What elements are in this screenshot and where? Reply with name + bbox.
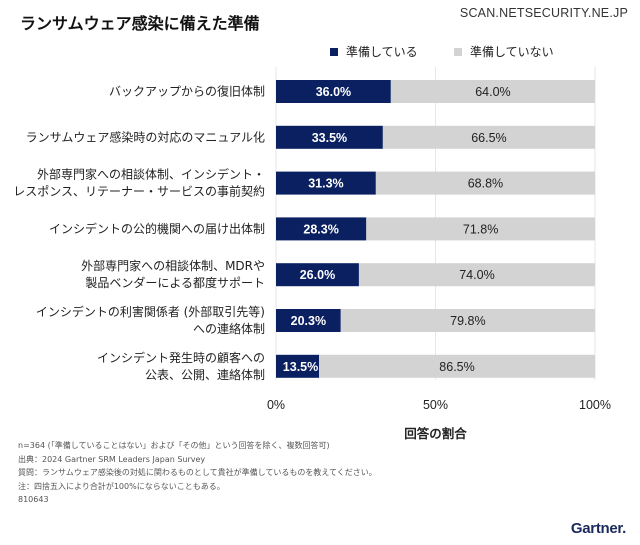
legend-label-prepared: 準備している	[346, 45, 418, 59]
category-label: インシデント発生時の顧客への	[97, 350, 265, 365]
x-tick-label: 0%	[267, 398, 285, 412]
legend-swatch-not-prepared	[454, 47, 462, 56]
legend-label-not-prepared: 準備していない	[470, 45, 554, 59]
footnote-rounding: 注：四捨五入により合計が100%にならないこともある。	[18, 481, 225, 491]
category-label: インシデントの公的機関への届け出体制	[49, 221, 265, 236]
data-label-prepared: 33.5%	[312, 131, 347, 145]
bar-not-prepared	[375, 171, 595, 195]
bar-prepared	[276, 263, 359, 287]
gartner-logo: Gartner.	[570, 520, 626, 537]
bar-prepared	[276, 80, 391, 103]
bar-chart: 0% 50% 100% 回答の割合 36.0% 64.0% バックアップからの復旧体制 33.…	[13, 67, 611, 441]
data-label-prepared: 28.3%	[303, 222, 338, 236]
bar-prepared	[276, 171, 376, 195]
category-label: への連絡体制	[193, 321, 265, 336]
footnote-source: 出典：2024 Gartner SRM Leaders Japan Survey	[18, 454, 206, 464]
source-site-label: SCAN.NETSECURITY.NE.JP	[459, 6, 628, 20]
category-label: レスポンス、リテーナー・サービスの事前契約	[13, 184, 265, 199]
category-label: 公表、公開、連絡体制	[145, 367, 265, 382]
bar-not-prepared	[382, 125, 595, 149]
data-label-not-prepared: 86.5%	[439, 360, 474, 374]
bar-not-prepared	[319, 354, 595, 378]
footnote-question: 質問：ランサムウェア感染後の対処に関わるものとして貴社が準備しているものを教えて…	[18, 468, 377, 477]
data-label-prepared: 20.3%	[291, 314, 326, 328]
data-label-prepared: 13.5%	[283, 360, 318, 374]
footnotes: n=364 (「準備していることはない」および「その他」という回答を除く、複数回…	[18, 439, 377, 507]
category-label: 外部専門家への相談体制、インシデント・	[37, 167, 265, 182]
bar-prepared	[276, 217, 367, 241]
bar-not-prepared	[340, 309, 595, 332]
data-label-prepared: 36.0%	[316, 85, 351, 99]
x-tick-label: 100%	[579, 398, 611, 412]
category-label: ランサムウェア感染時の対応のマニュアル化	[26, 129, 265, 144]
data-label-prepared: 26.0%	[300, 268, 335, 282]
data-label-not-prepared: 71.8%	[463, 222, 498, 236]
category-label: 外部専門家への相談体制、MDRや	[81, 258, 265, 273]
data-label-not-prepared: 74.0%	[459, 268, 494, 282]
category-label: バックアップからの復旧体制	[109, 84, 265, 99]
legend-item-not-prepared: 準備していない	[454, 43, 554, 60]
data-label-not-prepared: 66.5%	[471, 131, 506, 145]
bar-prepared	[276, 309, 341, 332]
bar-not-prepared	[358, 263, 595, 287]
bar-not-prepared	[366, 217, 595, 241]
data-label-not-prepared: 64.0%	[475, 85, 510, 99]
legend-item-prepared: 準備している	[330, 43, 418, 60]
footnote-id: 810643	[18, 495, 49, 504]
bar-prepared	[276, 125, 383, 149]
chart-title: ランサムウェア感染に備えた準備	[20, 14, 260, 33]
data-label-not-prepared: 79.8%	[450, 314, 485, 328]
footnote-sample-size: n=364 (「準備していることはない」および「その他」という回答を除く、複数回…	[18, 441, 330, 450]
x-tick-label: 50%	[423, 398, 448, 412]
x-axis-label: 回答の割合	[404, 426, 467, 441]
legend-swatch-prepared	[330, 47, 338, 56]
bar-prepared	[276, 354, 320, 378]
category-label: 製品ベンダーによる都度サポート	[85, 275, 265, 290]
bar-not-prepared	[390, 80, 595, 103]
data-label-not-prepared: 68.8%	[468, 177, 503, 191]
data-label-prepared: 31.3%	[308, 177, 343, 191]
category-label: インシデントの利害関係者 (外部取引先等)	[36, 304, 265, 319]
